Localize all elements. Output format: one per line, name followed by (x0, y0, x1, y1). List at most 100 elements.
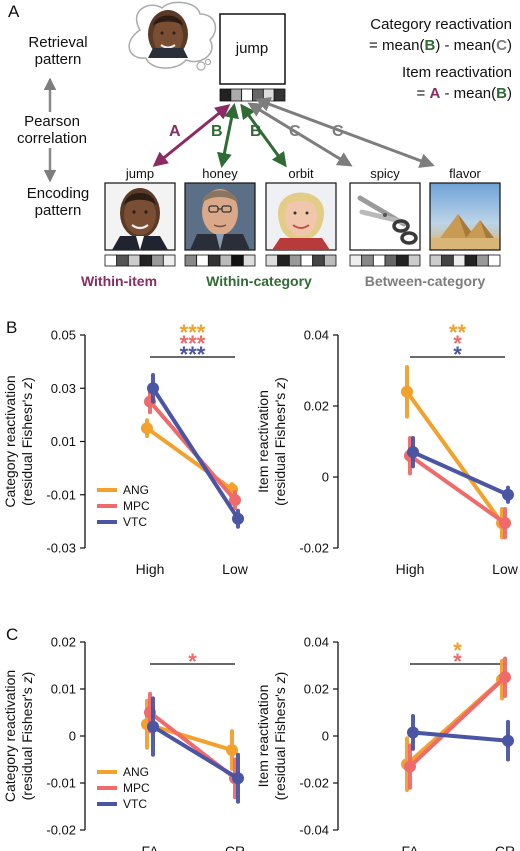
pattern-cell (441, 254, 454, 267)
image-scissors-spicy (349, 182, 421, 251)
retrieval-word-box (219, 13, 286, 85)
pattern-cell (104, 254, 118, 267)
series-mpc (144, 691, 241, 800)
chart-c-category-reactivation: 0.02 0.01 0 -0.01 -0.02 Category reactivation… (2, 635, 245, 851)
series-line (151, 724, 240, 781)
pattern-cell (323, 254, 337, 267)
panel-a-label: A (8, 2, 20, 21)
y-tick-label: 0.04 (304, 328, 329, 343)
data-point (147, 382, 159, 395)
formula-category-title: Category reactivation (370, 16, 512, 33)
legend-label: VTC (123, 515, 147, 529)
group-between-category: Between-category (365, 273, 486, 289)
image-pyramids-flavor (429, 182, 501, 251)
formula-letter-b: B (424, 37, 435, 54)
image-face-jump (104, 182, 176, 251)
y-tick-label: 0.04 (304, 635, 329, 650)
encoding-pattern-5 (429, 254, 501, 267)
formula-category-expression: = mean(B) - mean(C) (369, 37, 512, 54)
x-category-label: FA (401, 843, 419, 851)
arrow-label-c1: C (289, 123, 301, 140)
pattern-cell (262, 88, 275, 102)
y-tick-label: -0.02 (46, 823, 76, 838)
pattern-cell (230, 88, 243, 102)
y-tick-label: -0.01 (46, 776, 76, 791)
pattern-cell (487, 254, 501, 267)
y-tick-label: 0.03 (51, 381, 76, 396)
pattern-cell (196, 254, 209, 267)
legend-label: ANG (123, 765, 149, 779)
significance-stars-mpc: *** (180, 331, 206, 356)
data-point (232, 512, 244, 525)
pattern-cell (265, 254, 279, 267)
arrow-label-b1: B (211, 123, 223, 140)
significance-stars-mpc: * (188, 649, 197, 674)
y-tick-label: -0.02 (299, 776, 329, 791)
data-point (404, 760, 416, 773)
pattern-cell (312, 254, 325, 267)
legend-label: ANG (123, 483, 149, 497)
pattern-cell (407, 254, 421, 267)
series-vtc (407, 714, 514, 762)
data-point (141, 422, 153, 435)
pattern-cell (396, 254, 409, 267)
y-axis-label-italic: z (272, 382, 288, 390)
group-within-item: Within-item (81, 273, 157, 289)
pattern-cell (277, 254, 290, 267)
formula-item-title: Item reactivation (402, 64, 512, 81)
retrieval-pattern-cells (219, 88, 286, 102)
correlation-label-line2: correlation (17, 130, 87, 147)
data-point (499, 671, 511, 684)
significance-stars-vtc: *** (180, 342, 206, 367)
arrow-b-orbit (240, 103, 287, 168)
pattern-cell (162, 254, 176, 267)
x-category-label: CR (225, 843, 245, 851)
data-point (226, 744, 238, 757)
pattern-cell (219, 254, 233, 267)
pattern-cell (252, 88, 264, 102)
pattern-cell (300, 254, 314, 267)
y-axis-label-line2: (residual Fishesr's z) (272, 377, 288, 506)
y-axis-label-line1: Item reactivation (255, 390, 271, 493)
encoding-word-jump: jump (125, 166, 154, 181)
encoding-label-line1: Encoding (27, 185, 90, 202)
group-within-category: Within-category (206, 273, 312, 289)
arrow-label-b2: B (250, 123, 262, 140)
pattern-cell (361, 254, 374, 267)
formula-text: ) - mean( (435, 37, 496, 54)
significance-stars-ang: ** (449, 320, 467, 345)
series-vtc (147, 696, 244, 804)
chart-b-item-reactivation: 0.04 0.02 0 -0.02 Item reactivation (residual… (255, 320, 519, 577)
y-axis-label-line1: Category reactivation (2, 670, 18, 802)
arrow-label-c2: C (332, 123, 344, 140)
y-tick-label: 0 (322, 729, 329, 744)
formula-letter-c: C (496, 37, 507, 54)
y-axis-label-line2: (residual Fishesr's z) (272, 672, 288, 801)
encoding-pattern-bars (104, 254, 501, 267)
y-axis-label-paren: ) (19, 672, 35, 677)
formula-item: Item reactivation = A - mean(B) (402, 64, 512, 102)
x-category-label: Low (222, 561, 249, 577)
pattern-cell (476, 254, 489, 267)
formula-text: = (417, 85, 430, 102)
pattern-cell (231, 254, 244, 267)
formula-text: - mean( (440, 85, 496, 102)
x-category-label: Low (492, 561, 519, 577)
data-point (229, 494, 241, 507)
pattern-cell (384, 254, 398, 267)
series-mpc (404, 656, 511, 790)
retrieval-label-line2: pattern (35, 51, 82, 68)
image-face-orbit (265, 182, 337, 251)
encoding-word-flavor: flavor (449, 166, 481, 181)
series-line (151, 386, 240, 521)
retrieval-word: jump (235, 40, 269, 57)
y-tick-label: -0.04 (299, 823, 329, 838)
significance-stars-ang: * (453, 638, 462, 663)
y-axis-label-italic: z (19, 382, 35, 390)
arrow-c-flavor (255, 97, 435, 168)
retrieval-pattern-bar (219, 88, 286, 102)
x-category-label: High (396, 561, 425, 577)
pattern-cell (184, 254, 198, 267)
y-tick-label: 0.05 (51, 328, 76, 343)
